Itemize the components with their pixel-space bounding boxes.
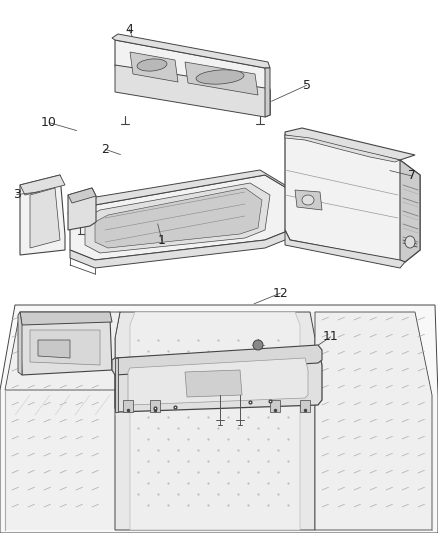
Polygon shape	[295, 190, 322, 210]
Polygon shape	[38, 340, 70, 358]
Polygon shape	[95, 188, 262, 248]
Polygon shape	[285, 135, 400, 162]
Polygon shape	[30, 330, 100, 365]
Polygon shape	[5, 312, 432, 530]
Polygon shape	[185, 62, 258, 95]
Polygon shape	[400, 160, 420, 262]
Text: 5: 5	[303, 79, 311, 92]
Polygon shape	[112, 34, 270, 68]
Text: 11: 11	[323, 330, 339, 343]
Polygon shape	[85, 183, 270, 253]
Polygon shape	[270, 400, 280, 412]
Polygon shape	[128, 358, 308, 405]
Polygon shape	[18, 312, 22, 375]
Ellipse shape	[405, 236, 415, 248]
Polygon shape	[185, 370, 242, 397]
Polygon shape	[30, 188, 60, 248]
Polygon shape	[150, 400, 160, 412]
Polygon shape	[115, 65, 270, 117]
Polygon shape	[115, 312, 315, 530]
Text: 12: 12	[272, 287, 288, 300]
Polygon shape	[285, 128, 415, 160]
Polygon shape	[265, 68, 270, 117]
Polygon shape	[5, 312, 120, 390]
Text: 1: 1	[158, 235, 166, 247]
Circle shape	[253, 340, 263, 350]
Polygon shape	[115, 348, 322, 412]
Text: 3: 3	[13, 188, 21, 201]
Polygon shape	[20, 175, 65, 195]
Ellipse shape	[196, 70, 244, 84]
Polygon shape	[115, 358, 118, 412]
Text: 4: 4	[125, 23, 133, 36]
Ellipse shape	[302, 195, 314, 205]
Polygon shape	[20, 175, 65, 255]
Polygon shape	[68, 188, 96, 203]
Ellipse shape	[137, 59, 167, 71]
Text: 10: 10	[41, 116, 57, 129]
Polygon shape	[112, 345, 322, 375]
Polygon shape	[130, 312, 300, 530]
Polygon shape	[0, 305, 438, 533]
Polygon shape	[20, 318, 112, 375]
Polygon shape	[20, 312, 112, 325]
Polygon shape	[130, 52, 178, 82]
Text: 2: 2	[101, 143, 109, 156]
Polygon shape	[70, 230, 290, 268]
Polygon shape	[68, 188, 96, 230]
Polygon shape	[68, 170, 290, 220]
Polygon shape	[123, 400, 133, 412]
Polygon shape	[285, 230, 405, 268]
Polygon shape	[300, 400, 310, 412]
Polygon shape	[315, 312, 432, 530]
Text: 7: 7	[408, 169, 416, 182]
Polygon shape	[70, 175, 290, 260]
Polygon shape	[285, 135, 420, 262]
Polygon shape	[115, 40, 270, 115]
